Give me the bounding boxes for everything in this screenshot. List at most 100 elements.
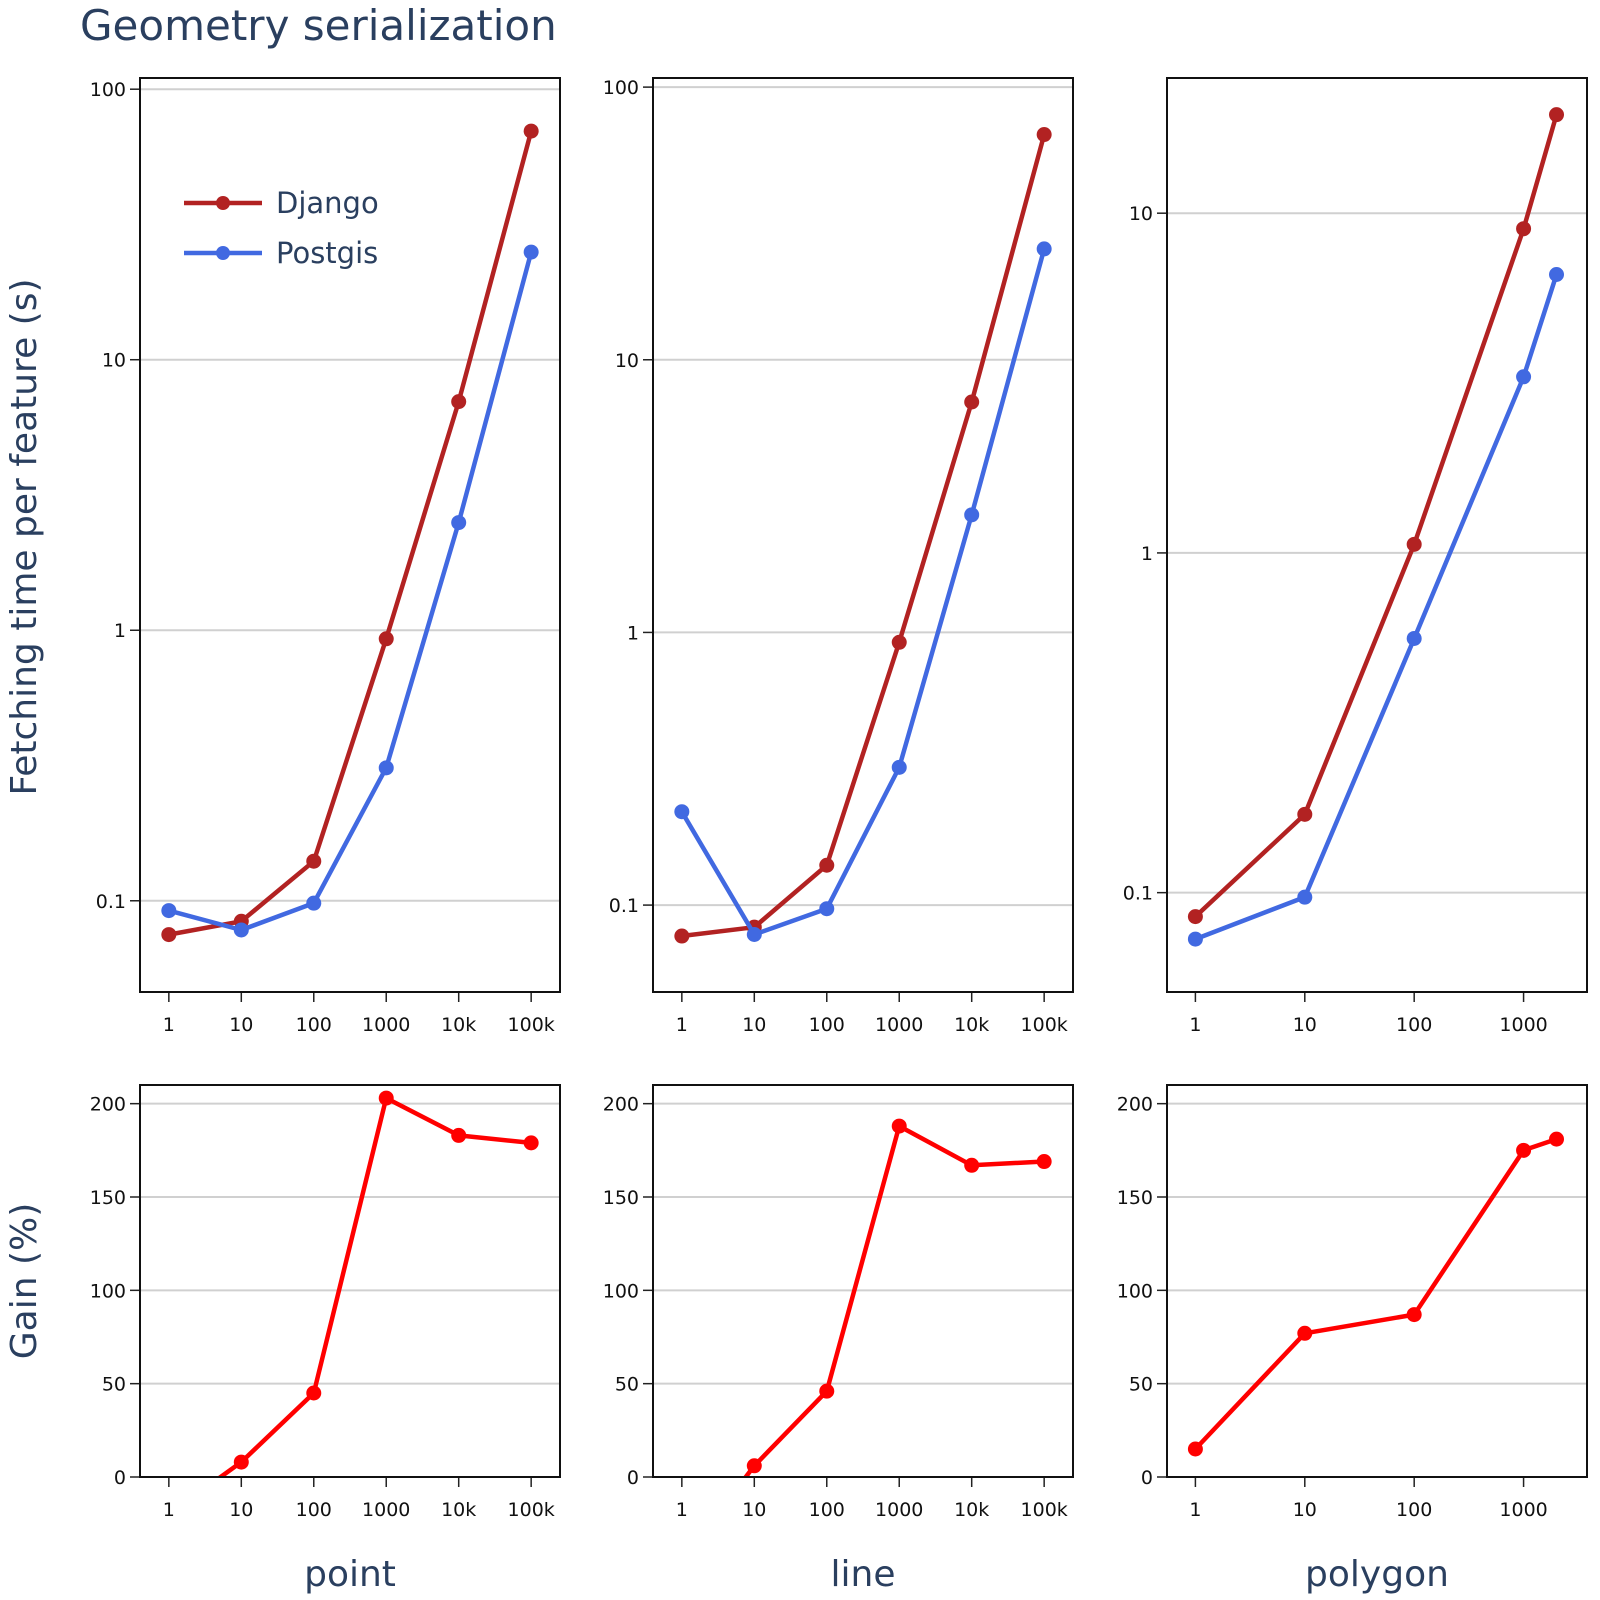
y-tick-label: 150 (1117, 1187, 1153, 1209)
data-point (1549, 107, 1565, 123)
series-line-django (1193, 114, 1559, 919)
y-tick-label: 200 (1117, 1094, 1153, 1116)
x-tick-label: 10 (1293, 1499, 1317, 1521)
y-tick-label: 0.1 (1123, 883, 1153, 905)
y-tick-label: 0 (627, 1467, 639, 1489)
data-point (1187, 931, 1203, 947)
y-tick-label: 100 (1117, 1280, 1153, 1302)
data-point (1036, 1154, 1052, 1170)
x-tick-label: 100 (1396, 1014, 1432, 1036)
x-tick-label: 100k (1021, 1499, 1068, 1521)
x-tick-label: 100k (1021, 1014, 1068, 1036)
plot-frame (139, 1084, 561, 1478)
x-tick-label: 1 (1189, 1499, 1201, 1521)
x-tick-label: 10 (742, 1014, 766, 1036)
x-tick-label: 1000 (1499, 1499, 1547, 1521)
data-point (964, 1157, 980, 1173)
series-line-gain (1193, 1136, 1558, 1451)
data-point (746, 927, 762, 943)
y-tick-label: 50 (615, 1374, 639, 1396)
series-group (1187, 1131, 1565, 1457)
y-tick-label: 0.1 (609, 895, 639, 917)
data-point (451, 394, 467, 410)
panel-label-point: point (304, 1554, 396, 1595)
x-tick-label: 10 (229, 1499, 253, 1521)
x-tick-label: 100k (508, 1014, 555, 1036)
series-line-django (681, 133, 1047, 939)
data-point (1406, 1307, 1422, 1323)
series-line-postgis (1194, 273, 1559, 942)
y-tick-label: 200 (90, 1094, 126, 1116)
x-tick-label: 100 (809, 1014, 845, 1036)
data-point (378, 1090, 394, 1106)
x-tick-label: 10 (229, 1014, 253, 1036)
panel-polygon-time: 0.1 1 10 1 10 100 1000 (1123, 77, 1588, 1036)
data-point (451, 515, 467, 531)
data-point (674, 1554, 689, 1569)
plot-frame (1166, 77, 1588, 993)
data-point (1406, 536, 1422, 552)
y-axis-label-gain: Gain (%) (4, 1203, 45, 1360)
data-point (378, 760, 394, 776)
x-tick-label: 100 (1396, 1499, 1432, 1521)
series-line-postgis (168, 251, 534, 933)
data-point (1549, 1131, 1565, 1147)
x-tick-label: 1 (676, 1014, 688, 1036)
y-tick-label: 1 (1141, 543, 1153, 565)
data-point (964, 394, 980, 410)
panel-point-gain: 0 50 100 150 200 1 10 100 1000 10k 100k (90, 1084, 561, 1521)
series-group (1187, 107, 1565, 947)
x-tick-label: 10k (954, 1499, 989, 1521)
series-group (216, 1090, 539, 1477)
x-tick-label: 1 (163, 1014, 175, 1036)
y-tick-label: 10 (102, 350, 126, 372)
x-tick-label: 10k (441, 1014, 476, 1036)
x-tick-label: 100 (809, 1499, 845, 1521)
plot-frame (652, 77, 1074, 993)
y-tick-label: 10 (1129, 203, 1153, 225)
x-tick-label: 1 (1189, 1014, 1201, 1036)
x-tick-label: 1000 (1499, 1014, 1547, 1036)
plot-frame (1166, 1084, 1588, 1478)
y-tick-label: 100 (90, 1280, 126, 1302)
data-point (891, 759, 907, 775)
data-point (378, 631, 394, 647)
y-tick-label: 50 (1129, 1374, 1153, 1396)
x-tick-label: 100 (296, 1499, 332, 1521)
x-tick-label: 1000 (875, 1499, 923, 1521)
panel-polygon-gain: 0 50 100 150 200 1 10 100 1000 (1117, 1084, 1588, 1521)
data-point (161, 903, 177, 919)
x-tick-label: 10k (441, 1499, 476, 1521)
data-point (451, 1127, 467, 1143)
data-point (161, 927, 177, 943)
data-point (233, 1454, 249, 1470)
y-tick-label: 10 (615, 350, 639, 372)
data-point (306, 895, 322, 911)
data-point (306, 853, 322, 869)
legend-label-postgis: Postgis (276, 236, 378, 270)
series-line-gain (742, 1123, 1045, 1477)
legend-label-django: Django (276, 186, 379, 220)
series-group (674, 1118, 1052, 1569)
series-line-gain (216, 1095, 532, 1477)
legend-marker-postgis (216, 246, 230, 260)
data-point (1297, 1325, 1313, 1341)
data-point (523, 244, 539, 260)
data-point (1036, 127, 1052, 143)
data-point (1516, 369, 1532, 385)
data-point (1297, 889, 1313, 905)
x-tick-label: 1000 (362, 1499, 410, 1521)
y-tick-label: 150 (90, 1187, 126, 1209)
data-point (1187, 909, 1203, 925)
legend-marker-django (216, 196, 230, 210)
data-point (746, 1458, 762, 1474)
x-tick-label: 1 (676, 1499, 688, 1521)
series-group (161, 123, 539, 943)
series-line-django (168, 130, 534, 937)
y-tick-label: 200 (603, 1094, 639, 1116)
y-tick-label: 1 (114, 620, 126, 642)
series-line-postgis (679, 248, 1047, 937)
x-tick-label: 1 (163, 1499, 175, 1521)
data-point (306, 1385, 322, 1401)
data-point (1406, 630, 1422, 646)
